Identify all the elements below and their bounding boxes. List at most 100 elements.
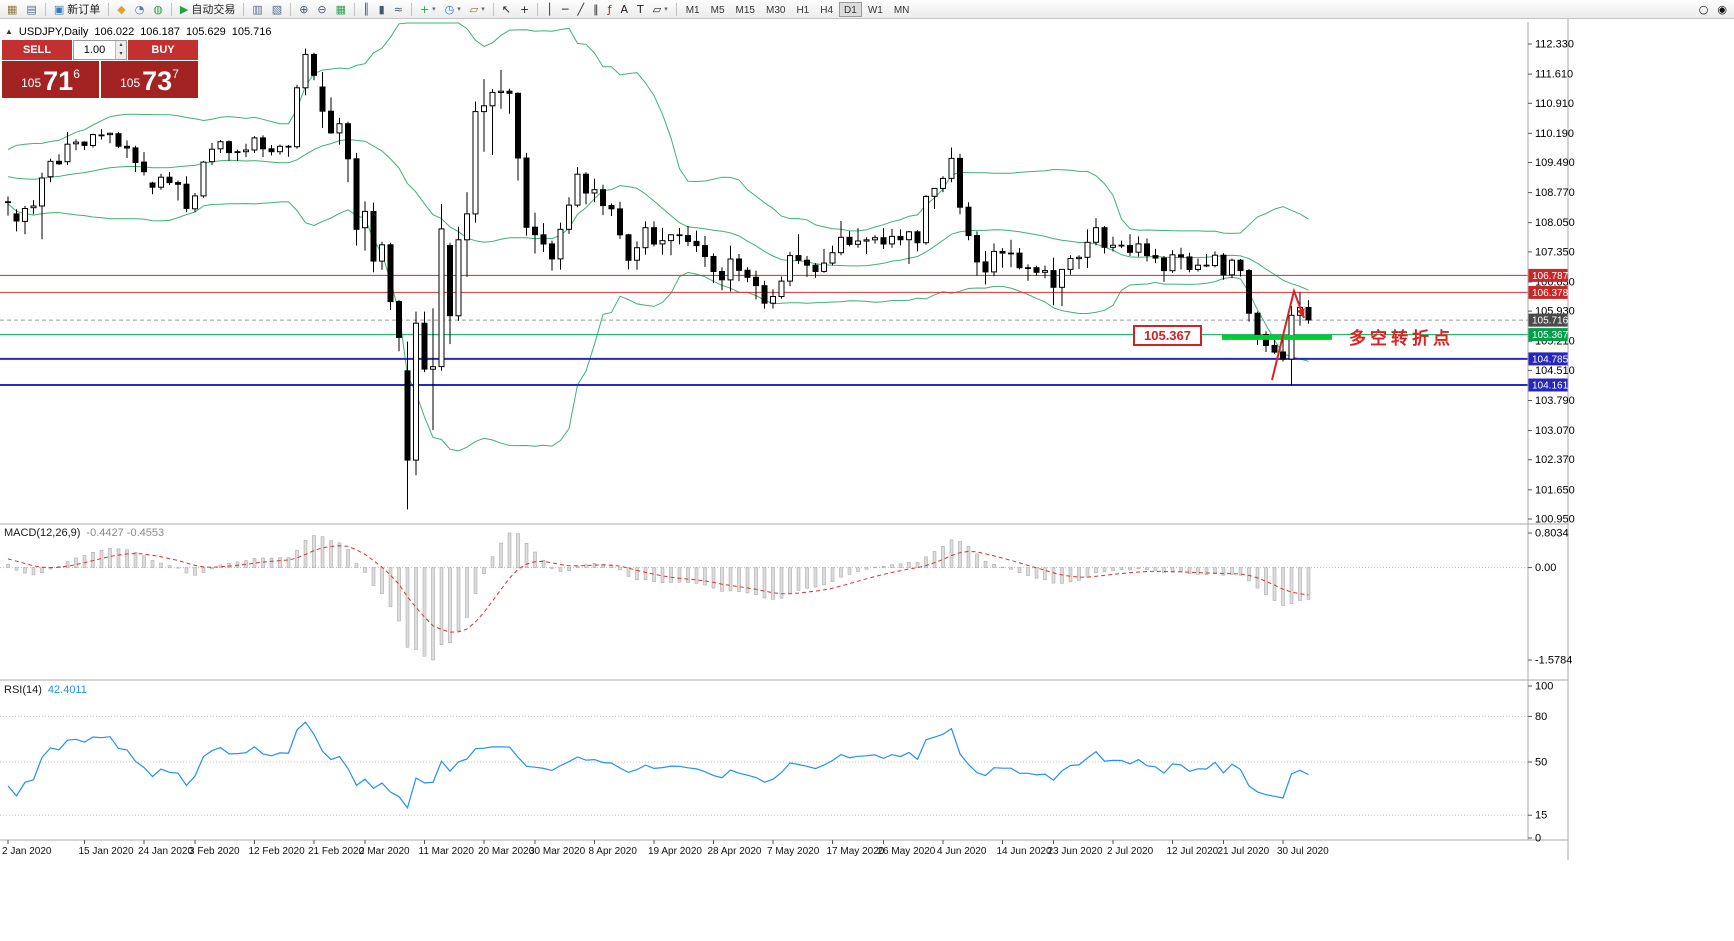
dropdown-caret-icon: ▾ xyxy=(664,6,668,13)
macd-name: MACD(12,26,9) xyxy=(4,527,81,539)
timeframe-mn-button[interactable]: MN xyxy=(893,4,910,16)
market-button[interactable]: ◆ xyxy=(113,1,129,18)
svg-text:0.8034: 0.8034 xyxy=(1535,528,1569,540)
cursor-icon: ↖ xyxy=(501,2,511,16)
lot-increase-button[interactable]: ▴ xyxy=(116,41,126,50)
chart-candles-button[interactable]: ▮ xyxy=(375,1,389,18)
vertical-line-button[interactable]: │ xyxy=(542,1,557,18)
svg-text:21 Feb 2020: 21 Feb 2020 xyxy=(308,846,365,857)
periods-button[interactable]: ◷ ▾ xyxy=(441,1,465,18)
ohlc-high: 106.187 xyxy=(140,26,180,38)
cursor-button[interactable]: ↖ xyxy=(498,1,515,18)
new-order-label: 新订单 xyxy=(67,4,101,16)
label-icon: T xyxy=(637,2,644,16)
dropdown-caret-icon: ▾ xyxy=(457,6,461,13)
svg-text:8 Apr 2020: 8 Apr 2020 xyxy=(589,846,638,857)
chart-bars-button[interactable]: ║ xyxy=(359,1,374,18)
turning-point-annotation[interactable]: 多空转折点 xyxy=(1349,329,1454,348)
collapse-icon[interactable]: ▲ xyxy=(5,27,13,36)
one-click-trading-panel: SELL 1.00 ▴ ▾ BUY 105 71 6 105 73 7 xyxy=(2,40,198,98)
toolbar-separator xyxy=(410,2,412,16)
sell-price-display[interactable]: 105 71 6 xyxy=(2,61,99,98)
community-icon: ◍ xyxy=(153,2,163,16)
svg-text:107.350: 107.350 xyxy=(1535,246,1575,258)
text-button[interactable]: A xyxy=(616,1,632,18)
lot-size-value[interactable]: 1.00 xyxy=(83,44,106,56)
horizontal-line-button[interactable]: ─ xyxy=(558,1,573,18)
vertical-line-icon: │ xyxy=(546,2,553,16)
arrow-head xyxy=(1297,308,1305,318)
crosshair-button[interactable]: + xyxy=(516,1,533,18)
rsi-pane xyxy=(0,715,1528,816)
search-button[interactable]: ○ xyxy=(1695,1,1713,18)
svg-text:109.490: 109.490 xyxy=(1535,157,1575,169)
macd-values: -0.4427 -0.4553 xyxy=(86,527,165,539)
lot-decrease-button[interactable]: ▾ xyxy=(116,50,126,59)
svg-text:103.070: 103.070 xyxy=(1535,425,1575,437)
chart-line-button[interactable]: ≈ xyxy=(390,1,407,18)
zoom-in-icon: ⊕ xyxy=(299,2,309,16)
svg-text:2 Mar 2020: 2 Mar 2020 xyxy=(359,846,410,857)
svg-text:2 Jan 2020: 2 Jan 2020 xyxy=(2,846,52,857)
arrow-annotation xyxy=(1271,287,1305,381)
channel-button[interactable]: ∥ xyxy=(589,1,603,18)
data-window-button[interactable]: ▧ xyxy=(268,1,286,18)
toolbar-separator xyxy=(354,2,356,16)
svg-text:112.330: 112.330 xyxy=(1535,39,1574,51)
svg-text:80: 80 xyxy=(1535,711,1547,723)
svg-text:108.770: 108.770 xyxy=(1535,187,1575,199)
timeframe-h1-button[interactable]: H1 xyxy=(796,4,810,16)
chart-candles-icon: ▮ xyxy=(378,2,385,16)
buy-button[interactable]: BUY xyxy=(128,40,198,60)
svg-text:20 Mar 2020: 20 Mar 2020 xyxy=(478,846,535,857)
grid-icon: ▦ xyxy=(335,2,347,16)
svg-text:103.790: 103.790 xyxy=(1535,395,1575,407)
timeframe-m1-button[interactable]: M1 xyxy=(685,4,700,16)
trendline-button[interactable]: ╱ xyxy=(573,1,588,18)
price-level-annotation[interactable]: 105.367 xyxy=(1133,325,1202,346)
algo-trading-button[interactable]: ▶ 自动交易 xyxy=(176,1,239,18)
zoom-in-button[interactable]: ⊕ xyxy=(295,1,312,18)
timeframe-w1-button[interactable]: W1 xyxy=(867,4,883,16)
timeframe-h4-button[interactable]: H4 xyxy=(820,4,834,16)
svg-text:15: 15 xyxy=(1535,810,1547,822)
svg-text:110.910: 110.910 xyxy=(1535,98,1574,110)
indicators-add-button[interactable]: + ▾ xyxy=(416,1,440,18)
timeframe-m15-button[interactable]: M15 xyxy=(735,4,755,16)
buy-price-figure: 105 xyxy=(120,76,141,90)
ticks-button[interactable]: ◔ xyxy=(131,1,149,18)
community-button[interactable]: ◍ xyxy=(149,1,167,18)
fibonacci-button[interactable]: ƒ xyxy=(604,1,616,18)
svg-text:11 Mar 2020: 11 Mar 2020 xyxy=(419,846,475,857)
buy-price-display[interactable]: 105 73 7 xyxy=(101,61,198,98)
profiles-button[interactable]: ▤ xyxy=(22,1,40,18)
grid-button[interactable]: ▦ xyxy=(332,1,350,18)
shapes-button[interactable]: ▱ ▾ xyxy=(649,1,672,18)
templates-button[interactable]: ▱ ▾ xyxy=(466,1,489,18)
svg-text:19 Apr 2020: 19 Apr 2020 xyxy=(648,846,702,857)
ticks-icon: ◔ xyxy=(134,2,145,16)
new-order-button[interactable]: ▣ 新订单 xyxy=(50,1,104,18)
account-button[interactable]: ◉ xyxy=(1713,1,1731,18)
new-chart-button[interactable]: ▦ xyxy=(3,1,21,18)
timeframe-m5-button[interactable]: M5 xyxy=(710,4,725,16)
crosshair-icon: + xyxy=(520,2,530,16)
svg-text:105.716: 105.716 xyxy=(1532,316,1569,327)
timeframe-d1-button[interactable]: D1 xyxy=(839,1,862,17)
depth-of-market-button[interactable]: ▥ xyxy=(248,1,266,18)
templates-icon: ▱ xyxy=(469,2,479,16)
dropdown-caret-icon: ▾ xyxy=(432,6,436,13)
toolbar-separator xyxy=(170,2,172,16)
label-button[interactable]: T xyxy=(633,1,648,18)
svg-text:17 May 2020: 17 May 2020 xyxy=(827,846,885,857)
price-scale[interactable]: 112.330 111.610 110.910 110.190 109.490 108.7… xyxy=(1528,39,1575,845)
sell-button[interactable]: SELL xyxy=(2,40,72,60)
lot-size-field[interactable]: 1.00 ▴ ▾ xyxy=(73,40,127,60)
timeframe-m30-button[interactable]: M30 xyxy=(765,4,786,16)
zoom-out-icon: ⊖ xyxy=(317,2,327,16)
svg-text:100.950: 100.950 xyxy=(1535,514,1575,526)
ohlc-open: 106.022 xyxy=(94,26,135,38)
zoom-out-button[interactable]: ⊖ xyxy=(313,1,330,18)
